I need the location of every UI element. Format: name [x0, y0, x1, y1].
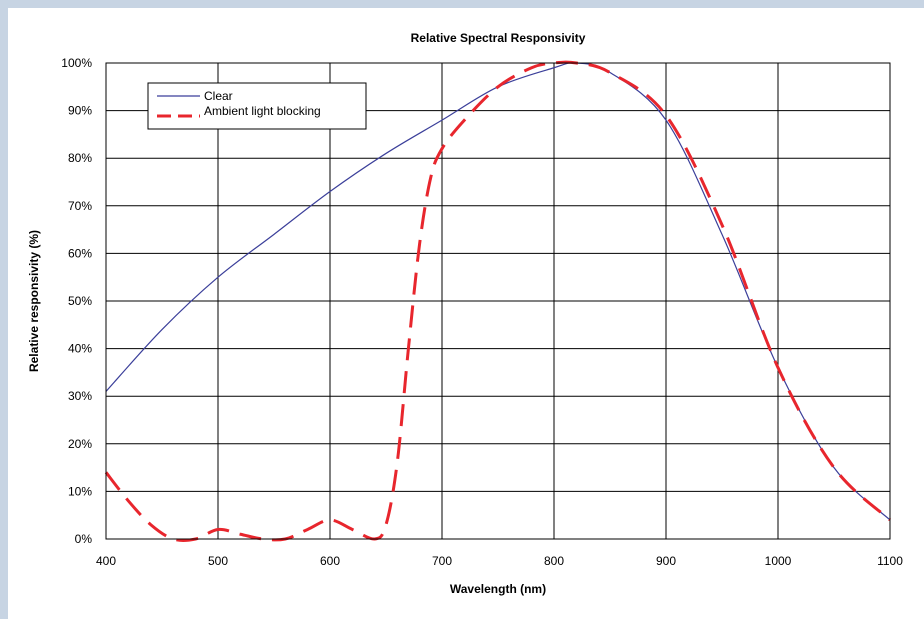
y-tick-label: 100% — [61, 56, 92, 70]
x-tick-labels: 400 500 600 700 800 900 1000 1100 — [96, 554, 903, 568]
y-tick-label: 90% — [68, 104, 92, 118]
x-tick-label: 600 — [320, 554, 340, 568]
x-tick-label: 400 — [96, 554, 116, 568]
series-line-clear — [105, 62, 891, 521]
y-tick-label: 60% — [68, 246, 92, 260]
y-tick-label: 50% — [68, 294, 92, 308]
series-line-ambient-light-blocking — [104, 60, 892, 542]
x-tick-label: 900 — [656, 554, 676, 568]
y-tick-label: 0% — [75, 532, 93, 546]
plot-border — [105, 62, 891, 540]
y-tick-labels: 0% 10% 20% 30% 40% 50% 60% 70% 80% 90% 100% — [61, 56, 92, 546]
x-tick-label: 800 — [544, 554, 564, 568]
y-tick-label: 20% — [68, 437, 92, 451]
y-tick-label: 40% — [68, 342, 92, 356]
legend-box — [147, 82, 367, 130]
y-tick-label: 30% — [68, 389, 92, 403]
y-axis-title: Relative responsivity (%) — [27, 230, 41, 372]
x-tick-label: 1100 — [877, 554, 903, 568]
x-tick-label: 1000 — [765, 554, 792, 568]
y-tick-label: 80% — [68, 151, 92, 165]
x-axis-title: Wavelength (nm) — [450, 582, 546, 596]
legend-label-ambient: Ambient light blocking — [204, 104, 321, 118]
series-lines — [104, 60, 892, 542]
y-tick-label: 70% — [68, 199, 92, 213]
y-tick-label: 10% — [68, 484, 92, 498]
x-tick-label: 700 — [432, 554, 452, 568]
legend: Clear Ambient light blocking — [147, 82, 367, 130]
chart-title: Relative Spectral Responsivity — [411, 31, 586, 45]
grid — [105, 62, 891, 540]
x-tick-label: 500 — [208, 554, 228, 568]
legend-label-clear: Clear — [204, 89, 233, 103]
